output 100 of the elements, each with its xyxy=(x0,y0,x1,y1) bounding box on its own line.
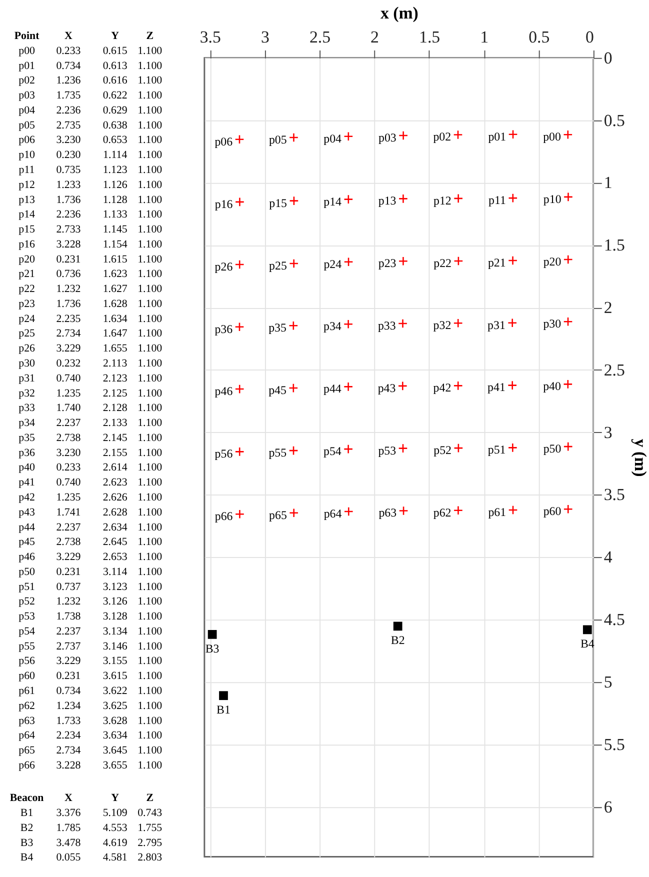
text: p54 2.237 3.134 1.100 xyxy=(18,625,162,638)
text: B2 1.785 4.553 1.755 xyxy=(20,822,162,834)
text: p23 1.736 1.628 1.100 xyxy=(18,298,162,310)
data-label: p11 xyxy=(488,193,506,208)
y-axis-title: y (m) xyxy=(630,438,649,477)
data-label: p45 xyxy=(268,382,287,397)
text: p60 0.231 3.615 1.100 xyxy=(18,670,162,682)
point xyxy=(289,508,299,518)
data-label: p23 xyxy=(378,256,396,270)
text: p41 0.740 2.623 1.100 xyxy=(18,476,162,489)
point xyxy=(398,256,408,266)
point xyxy=(234,260,244,270)
text: p44 2.237 2.634 1.100 xyxy=(18,521,162,534)
x-tick-label: 1.5 xyxy=(419,28,440,47)
data-label: p22 xyxy=(434,256,452,270)
text: p52 1.232 3.126 1.100 xyxy=(18,596,162,608)
text: p56 3.229 3.155 1.100 xyxy=(18,655,162,668)
text: p15 2.733 1.145 1.100 xyxy=(18,224,162,236)
data-label: p35 xyxy=(268,320,287,335)
data-label: p02 xyxy=(433,130,452,144)
x-tick-label: 1 xyxy=(480,28,489,47)
y-tick-label: 5 xyxy=(604,672,612,692)
text: p06 3.230 0.653 1.100 xyxy=(18,134,162,146)
point xyxy=(398,130,408,140)
point xyxy=(398,444,408,454)
y-tick-label: 4.5 xyxy=(604,610,625,630)
text: p55 2.737 3.146 1.100 xyxy=(18,640,162,652)
point xyxy=(344,319,354,329)
point xyxy=(398,318,408,328)
text: p20 0.231 1.615 1.100 xyxy=(18,253,162,266)
point xyxy=(398,194,408,204)
data-label: p01 xyxy=(488,129,506,144)
text: p31 0.740 2.123 1.100 xyxy=(18,372,162,384)
point xyxy=(563,504,573,514)
data-label: p10 xyxy=(543,192,562,206)
data-label: p30 xyxy=(543,316,562,331)
y-tick-label: 2 xyxy=(604,298,612,317)
point xyxy=(288,446,298,456)
data-label: p52 xyxy=(434,443,452,458)
text: p33 1.740 2.128 1.100 xyxy=(18,402,162,414)
data-label: p65 xyxy=(269,508,287,522)
data-label: p26 xyxy=(214,259,233,274)
text: p12 1.233 1.126 1.100 xyxy=(18,178,162,191)
point xyxy=(508,505,518,515)
text: p66 3.228 3.655 1.100 xyxy=(18,759,162,772)
point xyxy=(234,509,245,519)
data-label: B3 xyxy=(205,641,220,656)
text: p32 1.235 2.125 1.100 xyxy=(18,387,162,400)
text: p40 0.233 2.614 1.100 xyxy=(18,462,162,474)
point xyxy=(508,442,518,452)
text: p25 2.734 1.647 1.100 xyxy=(18,328,162,340)
text: p53 1.738 3.128 1.100 xyxy=(18,610,162,623)
point xyxy=(454,443,464,453)
point xyxy=(563,192,574,202)
point xyxy=(454,194,464,204)
text: p61 0.734 3.622 1.100 xyxy=(18,684,162,697)
point xyxy=(344,444,354,454)
data-label: p36 xyxy=(214,322,233,336)
point xyxy=(563,379,573,389)
point xyxy=(234,197,245,207)
text: p43 1.741 2.628 1.100 xyxy=(18,506,162,518)
text: Beacon X Y Z xyxy=(10,792,154,804)
y-tick-label: 4 xyxy=(604,548,613,567)
x-tick-label: 0 xyxy=(585,28,594,47)
x-tick-label: 2.5 xyxy=(309,28,331,47)
y-tick-label: 3 xyxy=(604,422,612,442)
y-tick-label: 1.5 xyxy=(604,236,625,255)
data-label: p63 xyxy=(378,506,397,520)
text: p24 2.235 1.634 1.100 xyxy=(18,312,162,325)
y-tick-label: 5.5 xyxy=(604,734,625,754)
text: B3 3.478 4.619 2.795 xyxy=(20,836,162,849)
data-label: p43 xyxy=(378,380,396,395)
text: p46 3.229 2.653 1.100 xyxy=(18,551,162,564)
point xyxy=(344,257,354,267)
text: p63 1.733 3.628 1.100 xyxy=(18,714,162,727)
data-label: p64 xyxy=(324,506,342,520)
text: p30 0.232 2.113 1.100 xyxy=(18,358,162,370)
data-label: p12 xyxy=(434,193,452,208)
point xyxy=(344,382,354,392)
x-tick-label: 0.5 xyxy=(528,28,550,47)
text: p13 1.736 1.128 1.100 xyxy=(18,194,162,206)
text: p35 2.738 2.145 1.100 xyxy=(18,432,162,444)
x-axis-title: x (m) xyxy=(380,4,418,23)
point xyxy=(582,625,592,634)
data-label: p53 xyxy=(378,443,396,458)
data-label: p44 xyxy=(324,382,342,396)
data-label: p50 xyxy=(543,442,562,456)
point xyxy=(508,380,518,390)
data-label: p42 xyxy=(433,380,452,395)
data-label: p13 xyxy=(378,194,396,208)
data-label: p00 xyxy=(543,130,561,144)
x-tick-label: 3 xyxy=(260,28,270,47)
point xyxy=(288,383,298,393)
text: p04 2.236 0.629 1.100 xyxy=(18,104,162,116)
data-label: B4 xyxy=(580,636,594,651)
text: p34 2.237 2.133 1.100 xyxy=(18,417,162,430)
point xyxy=(563,254,573,264)
data-label: B1 xyxy=(216,702,230,716)
point xyxy=(398,381,408,391)
point xyxy=(454,256,464,266)
